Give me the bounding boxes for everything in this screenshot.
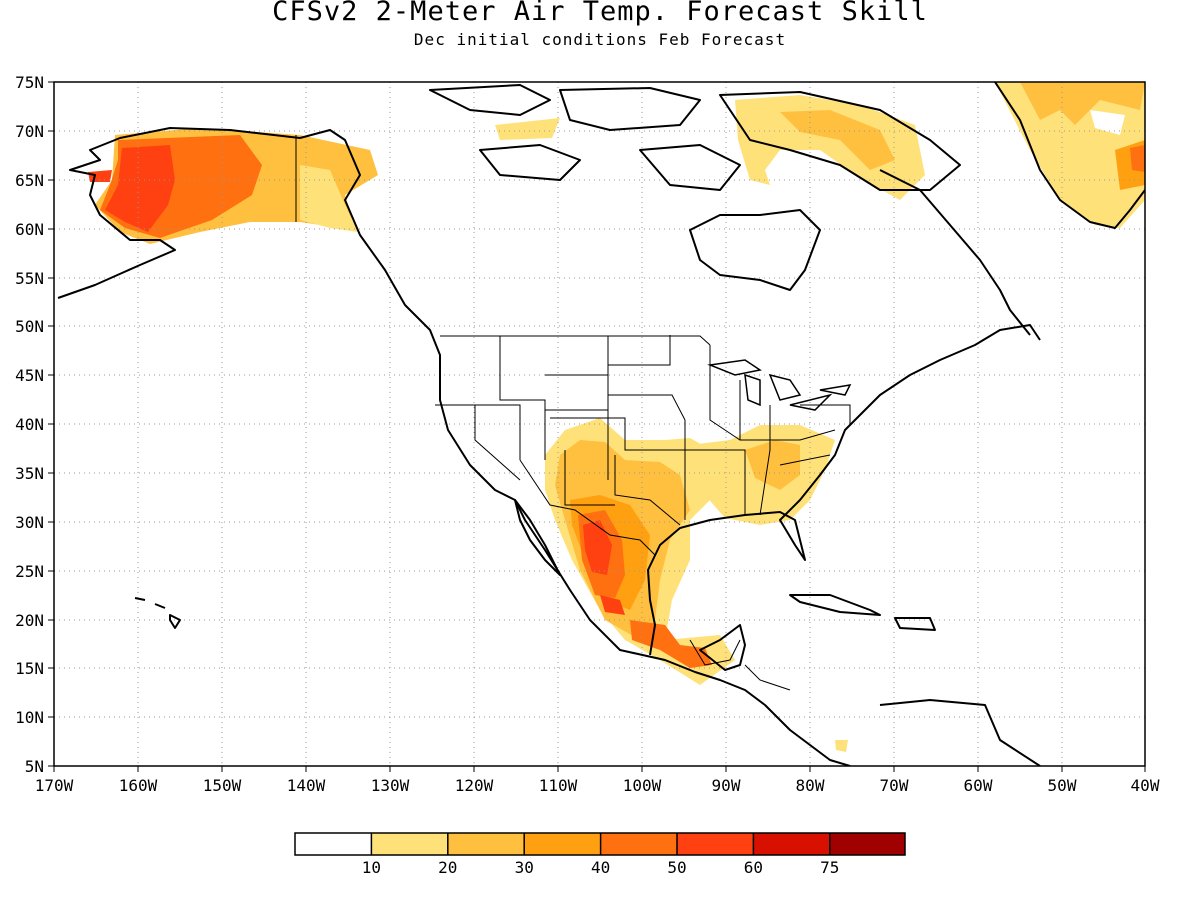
lat-label: 40N — [15, 415, 44, 434]
coast-baja — [514, 499, 561, 576]
coast-arctic-5 — [479, 144, 581, 181]
lon-labels: 170W 160W 150W 140W 130W 120W 110W 100W … — [35, 776, 1160, 795]
coast-gulf-atlantic — [647, 324, 1041, 656]
colorbar-swatch — [295, 833, 372, 855]
lat-label: 25N — [15, 562, 44, 581]
lon-label: 120W — [455, 776, 494, 795]
greenland-hole — [1090, 110, 1125, 135]
mex-skill-50 — [630, 620, 712, 668]
lat-label: 35N — [15, 464, 44, 483]
lon-label: 90W — [712, 776, 741, 795]
lon-label: 80W — [796, 776, 825, 795]
lon-label: 40W — [1131, 776, 1160, 795]
coast-arctic-4 — [639, 144, 741, 191]
colorbar-label: 60 — [744, 858, 763, 877]
lat-label: 75N — [15, 73, 44, 92]
lat-label: 65N — [15, 171, 44, 190]
coast-cuba — [789, 594, 881, 616]
map-title: CFSv2 2-Meter Air Temp. Forecast Skill — [272, 0, 928, 27]
colorbar-swatch — [524, 833, 601, 855]
lon-label: 70W — [880, 776, 909, 795]
lon-label: 170W — [35, 776, 74, 795]
colorbar-swatch — [447, 833, 525, 855]
tick-marks — [48, 81, 1146, 772]
lon-label: 60W — [964, 776, 993, 795]
colorbar-label: 10 — [362, 858, 381, 877]
map-subtitle: Dec initial conditions Feb Forecast — [413, 30, 787, 49]
coast-hispaniola — [894, 617, 936, 631]
coast-arctic-1 — [429, 84, 551, 116]
greenland-skill-50 — [1130, 145, 1145, 172]
great-lakes — [707, 359, 852, 411]
colorbar: 10 20 30 40 50 60 75 — [294, 832, 906, 877]
lat-label: 10N — [15, 708, 44, 727]
lon-label: 150W — [203, 776, 242, 795]
carib-skill-20 — [835, 740, 848, 752]
colorbar-label: 20 — [438, 858, 457, 877]
coast-hudson — [689, 209, 821, 291]
lat-label: 50N — [15, 317, 44, 336]
lon-label: 100W — [623, 776, 662, 795]
alaska-skill-20 — [300, 165, 358, 232]
political-boundaries — [295, 135, 851, 691]
coast-hawaii — [134, 597, 181, 629]
lat-label: 60N — [15, 220, 44, 239]
lat-label: 30N — [15, 513, 44, 532]
arctic-skill-20a — [495, 118, 560, 140]
colorbar-swatch — [600, 833, 677, 855]
coastlines — [57, 82, 1145, 766]
coast-yucatan — [699, 624, 746, 671]
lat-label: 5N — [25, 757, 44, 776]
colorbar-swatch — [677, 833, 754, 855]
mex-skill-60 — [600, 595, 625, 615]
colorbar-swatch — [371, 833, 448, 855]
lon-label: 140W — [287, 776, 326, 795]
sw-skill-60 — [583, 520, 612, 575]
coast-s-america — [879, 699, 1041, 766]
alaska-skill-60 — [105, 145, 175, 232]
arctic-skill-20b — [735, 95, 925, 200]
lon-label: 130W — [371, 776, 410, 795]
coast-arctic-3 — [719, 91, 961, 191]
coast-pacific — [57, 127, 851, 766]
skill-shading — [88, 82, 1145, 752]
lat-label: 20N — [15, 611, 44, 630]
lat-label: 55N — [15, 269, 44, 288]
colorbar-label: 30 — [515, 858, 534, 877]
lat-label: 15N — [15, 659, 44, 678]
colorbar-label: 50 — [667, 858, 686, 877]
lon-label: 160W — [119, 776, 158, 795]
lat-label: 70N — [15, 122, 44, 141]
colorbar-label: 40 — [591, 858, 610, 877]
lon-label: 110W — [539, 776, 578, 795]
arctic-skill-30 — [780, 110, 895, 170]
greenland-skill-30 — [1020, 82, 1145, 125]
coast-arctic-2 — [559, 87, 701, 131]
colorbar-swatch — [753, 833, 830, 855]
coast-greenland — [994, 82, 1145, 229]
lat-labels: 75N 70N 65N 60N 55N 50N 45N 40N 35N 30N … — [15, 73, 44, 776]
lon-label: 50W — [1048, 776, 1077, 795]
colorbar-swatch — [829, 833, 905, 855]
graticule — [54, 82, 1145, 766]
colorbar-label: 75 — [820, 858, 839, 877]
lat-label: 45N — [15, 366, 44, 385]
se-skill-30 — [745, 440, 800, 490]
